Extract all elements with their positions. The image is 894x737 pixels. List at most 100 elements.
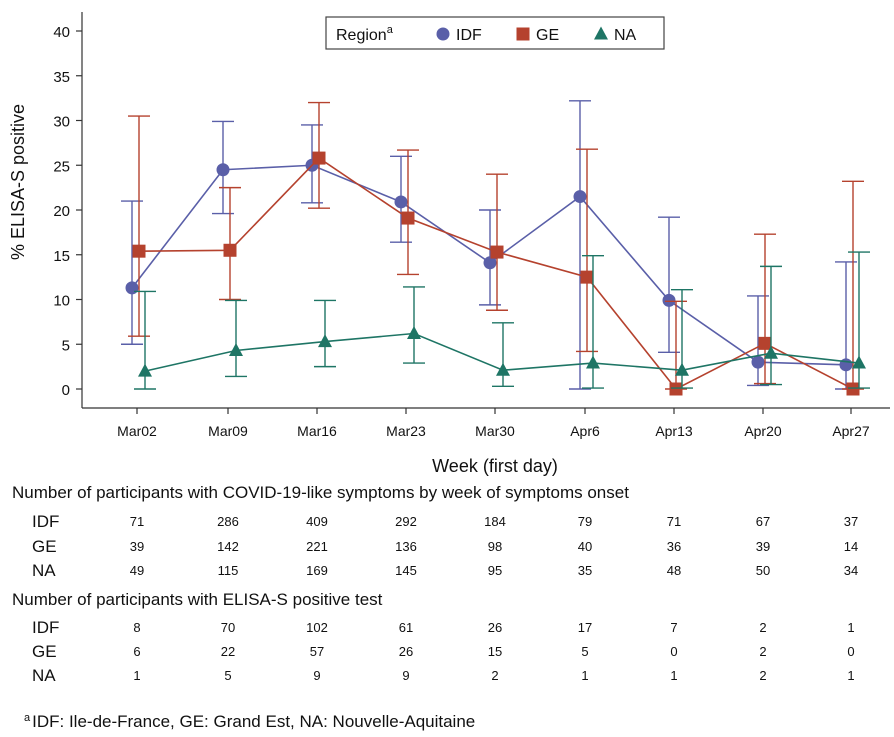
x-tick-label: Apr27 (832, 423, 870, 439)
row-label: IDF (32, 618, 60, 637)
data-point (312, 151, 326, 165)
table-cell: 2 (759, 644, 767, 659)
table-cell: 6 (133, 644, 141, 659)
table-cell: 22 (220, 644, 236, 659)
y-tick-label: 15 (53, 248, 70, 265)
legend-marker-idf (436, 27, 450, 41)
y-tick-label: 40 (53, 24, 70, 41)
legend-title-sup: a (387, 24, 394, 36)
table-cell: 9 (313, 668, 321, 683)
data-point (132, 244, 146, 258)
legend-label-idf: IDF (456, 27, 482, 44)
table-cell: 2 (491, 668, 499, 683)
table-cell: 1 (847, 620, 855, 635)
table-cell: 39 (129, 539, 145, 554)
y-tick-label: 5 (62, 337, 70, 354)
y-axis-title: % ELISA-S positive (8, 104, 28, 260)
table-cell: 17 (577, 620, 593, 635)
table-cell: 37 (843, 514, 859, 529)
table-cell: 14 (843, 539, 859, 554)
table-cell: 95 (487, 563, 503, 578)
table-cell: 145 (395, 563, 417, 578)
legend-title: Regiona (336, 24, 394, 44)
data-point (490, 245, 504, 259)
table-cell: 142 (217, 539, 239, 554)
data-point (580, 270, 594, 284)
table-cell: 184 (484, 514, 506, 529)
data-point (846, 382, 860, 396)
table-cell: 102 (306, 620, 328, 635)
y-tick-label: 30 (53, 114, 70, 131)
table-cell: 169 (306, 563, 328, 578)
footnote: a IDF: Ile-de-France, GE: Grand Est, NA: … (24, 712, 475, 732)
table-cell: 9 (402, 668, 410, 683)
table-row: IDF 71 286 409 292 184 79 71 67 37 (0, 512, 894, 532)
data-point (586, 355, 600, 369)
table-cell: 15 (487, 644, 503, 659)
table-cell: 39 (755, 539, 771, 554)
data-point (223, 243, 237, 257)
x-tick-label: Mar16 (297, 423, 337, 439)
data-point (125, 281, 139, 295)
table-cell: 70 (220, 620, 236, 635)
series-na (134, 251, 870, 390)
table-cell: 40 (577, 539, 593, 554)
table-cell: 286 (217, 514, 239, 529)
data-point (407, 326, 421, 340)
table-row: NA 1 5 9 9 2 1 1 2 1 (0, 666, 894, 686)
table-cell: 49 (129, 563, 145, 578)
table-cell: 136 (395, 539, 417, 554)
legend: Regiona IDF GE NA (325, 16, 665, 50)
chart-area: 0 5 10 15 20 25 30 35 40 Mar02 Mar09 Mar16 Mar23 Mar3… (8, 12, 890, 476)
series-idf (121, 100, 857, 390)
table-cell: 71 (129, 514, 145, 529)
data-point (496, 362, 510, 376)
table-cell: 1 (847, 668, 855, 683)
table-cell: 0 (847, 644, 855, 659)
table-cell: 50 (755, 563, 771, 578)
data-point (764, 345, 778, 359)
table-cell: 0 (670, 644, 678, 659)
legend-title-text: Region (336, 27, 387, 44)
table-row: GE 39 142 221 136 98 40 36 39 14 (0, 537, 894, 557)
data-point (394, 195, 408, 209)
table-cell: 1 (581, 668, 589, 683)
table-cell: 5 (581, 644, 589, 659)
table-cell: 2 (759, 620, 767, 635)
data-point (852, 355, 866, 369)
x-tick-label: Apr20 (744, 423, 782, 439)
data-point (662, 293, 676, 307)
data-point (216, 163, 230, 177)
table-cell: 221 (306, 539, 328, 554)
table-cell: 36 (666, 539, 682, 554)
table-cell: 34 (843, 563, 859, 578)
legend-label-na: NA (614, 27, 637, 44)
table-cell: 61 (398, 620, 414, 635)
table-cell: 35 (577, 563, 593, 578)
legend-marker-na (594, 26, 608, 40)
data-point (573, 190, 587, 204)
table-cell: 1 (670, 668, 678, 683)
table-cell: 98 (487, 539, 503, 554)
table-cell: 115 (217, 563, 239, 578)
y-tick-label: 20 (53, 203, 70, 220)
x-tick-label: Mar02 (117, 423, 157, 439)
table-cell: 2 (759, 668, 767, 683)
row-label: GE (32, 537, 57, 556)
data-point (675, 362, 689, 376)
row-label: IDF (32, 512, 60, 531)
table-row: GE 6 22 57 26 15 5 0 2 0 (0, 642, 894, 662)
table-cell: 409 (306, 514, 328, 529)
table-row: IDF 8 70 102 61 26 17 7 2 1 (0, 618, 894, 638)
y-tick-label: 10 (53, 293, 70, 310)
footnote-marker: a (24, 712, 31, 724)
legend-box (325, 16, 665, 50)
table-cell: 8 (133, 620, 141, 635)
table-cell: 71 (666, 514, 682, 529)
y-tick-label: 35 (53, 69, 70, 86)
table2-title: Number of participants with ELISA-S posi… (12, 590, 383, 609)
x-tick-label: Apr13 (655, 423, 693, 439)
row-label: NA (32, 561, 56, 580)
footnote-text: IDF: Ile-de-France, GE: Grand Est, NA: N… (32, 712, 476, 731)
table-cell: 26 (487, 620, 503, 635)
